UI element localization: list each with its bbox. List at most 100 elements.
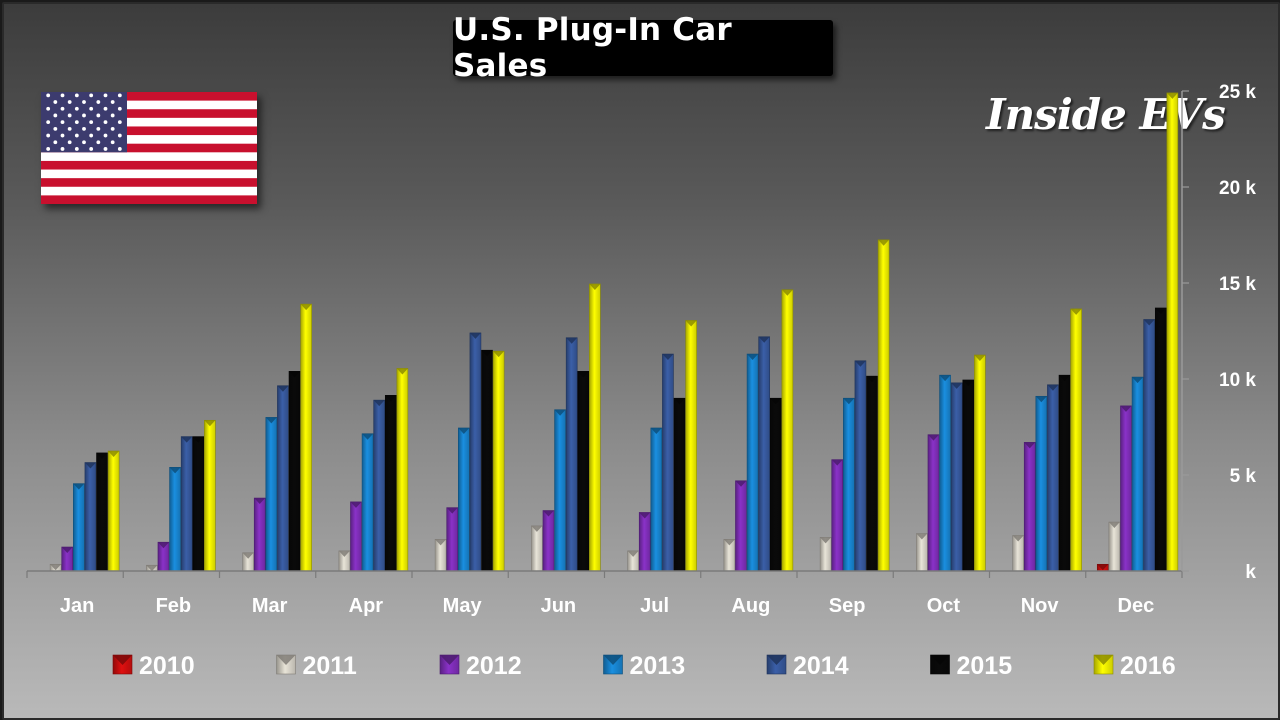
legend-swatch-cap <box>113 655 132 665</box>
bar-2012-Mar <box>253 497 266 572</box>
bar-cap-2014-Dec <box>1143 319 1155 326</box>
bar-2016-Aug <box>781 289 794 572</box>
bar-cap-2014-Sep <box>854 360 866 367</box>
x-tick-label-oct: Oct <box>927 595 961 617</box>
bar-cap-2016-Nov <box>1070 308 1082 315</box>
bar-cap-2011-Oct <box>916 533 928 540</box>
flag-star <box>82 140 86 145</box>
y-tick-label: 20 k <box>1219 178 1256 199</box>
bar-2013-Jul <box>650 427 663 572</box>
flag-star <box>53 100 58 104</box>
x-tick-label-sep: Sep <box>829 595 866 617</box>
bar-2012-Jul <box>638 512 651 572</box>
bar-2013-Feb <box>169 467 181 572</box>
bar-cap-2016-May <box>493 351 505 358</box>
flag-star <box>89 133 94 138</box>
x-tick-label-jun: Jun <box>541 595 577 617</box>
bar-2012-Aug <box>735 480 747 572</box>
flag-stripe <box>41 186 257 196</box>
bar-cap-2011-Mar <box>242 552 254 559</box>
bar-2016-Mar <box>300 303 312 572</box>
legend-item-2012: 2012 <box>439 652 522 680</box>
y-tick-label: 15 k <box>1219 274 1256 295</box>
flag-star <box>96 100 101 104</box>
bar-2014-Sep <box>854 360 867 572</box>
bar-cap-2013-Jul <box>650 427 662 434</box>
flag-star <box>82 126 86 131</box>
flag-star <box>117 120 122 125</box>
legend-item-2011: 2011 <box>276 652 357 680</box>
flag-star <box>74 133 79 138</box>
bar-2013-Dec <box>1131 376 1144 572</box>
bar-cap-2013-Dec <box>1132 377 1144 384</box>
bar-2016-May <box>492 350 505 572</box>
flag-star <box>117 133 122 138</box>
bar-2014-Mar <box>277 385 289 572</box>
flag-stripe <box>41 135 257 145</box>
bar-cap-2012-Jul <box>639 512 651 519</box>
bar-2014-Jan <box>84 462 97 572</box>
flag-star <box>46 106 51 111</box>
flag-star <box>89 120 94 125</box>
bar-2013-Jun <box>554 409 566 572</box>
bar-2014-Apr <box>373 399 385 572</box>
flag-stripe <box>41 117 257 127</box>
bar-cap-2011-Nov <box>1012 535 1024 542</box>
bar-cap-2013-Feb <box>169 467 181 474</box>
bar-2014-Oct <box>950 382 963 572</box>
legend-label: 2012 <box>466 652 522 680</box>
flag-star <box>89 106 94 111</box>
legend-swatch-cap <box>930 655 950 665</box>
bar-2012-Jun <box>542 510 555 572</box>
bar-cap-2014-Jan <box>84 462 96 469</box>
flag-star <box>103 106 108 111</box>
flag-star <box>46 147 51 151</box>
bar-2016-Oct <box>974 354 986 572</box>
chart-title: U.S. Plug-In Car Sales <box>453 12 732 84</box>
title-box: U.S. Plug-In Car Sales <box>453 12 833 84</box>
bar-2011-Dec <box>1108 521 1121 572</box>
legend-label: 2013 <box>630 652 686 680</box>
legend-item-2015: 2015 <box>930 652 1012 680</box>
y-axis: k 5 k 10 k 15 k 20 k 25 k <box>26 82 1256 583</box>
flag-stripe <box>41 195 257 204</box>
bar-cap-2013-May <box>458 427 470 434</box>
bar-cap-2015-Sep <box>866 376 878 383</box>
bar-cap-2015-Oct <box>962 379 974 386</box>
x-tick-label-apr: Apr <box>349 595 384 617</box>
bar-2013-Apr <box>361 433 374 572</box>
bar-cap-2015-Jan <box>96 452 108 459</box>
bar-cap-2012-May <box>446 507 458 514</box>
x-tick-label-aug: Aug <box>731 595 770 617</box>
bar-cap-2013-Mar <box>265 417 277 424</box>
flag-star <box>60 106 65 111</box>
bar-2014-Jun <box>565 337 578 572</box>
flag-stripe <box>41 109 257 119</box>
legend-label: 2016 <box>1120 652 1176 680</box>
bar-2015-May <box>481 349 493 572</box>
x-tick-label-jan: Jan <box>60 595 94 617</box>
bar-2016-Jan <box>107 450 120 572</box>
bar-2015-Apr <box>384 395 397 572</box>
bar-cap-2011-Jul <box>627 550 639 557</box>
flag-star <box>60 120 65 125</box>
flag-star <box>46 120 51 125</box>
bar-2014-Nov <box>1047 384 1059 572</box>
legend-item-2013: 2013 <box>603 652 686 680</box>
x-tick-label-may: May <box>443 595 483 617</box>
y-tick-label: k <box>1245 562 1256 583</box>
bar-cap-2010-Dec <box>1097 564 1109 571</box>
bar-cap-2014-Oct <box>951 382 963 389</box>
legend-item-2016: 2016 <box>1093 652 1176 680</box>
bar-2014-May <box>469 332 482 572</box>
bar-2013-Sep <box>843 397 855 572</box>
bar-2014-Dec <box>1143 319 1155 572</box>
bar-2015-Sep <box>866 375 878 572</box>
bar-cap-2012-Feb <box>157 542 169 549</box>
flag-star <box>110 113 115 118</box>
flag-star <box>67 126 72 131</box>
flag-star <box>53 126 58 131</box>
bar-cap-2016-Jun <box>589 283 601 290</box>
bar-2015-Jan <box>96 452 108 572</box>
bar-2014-Jul <box>662 353 674 572</box>
